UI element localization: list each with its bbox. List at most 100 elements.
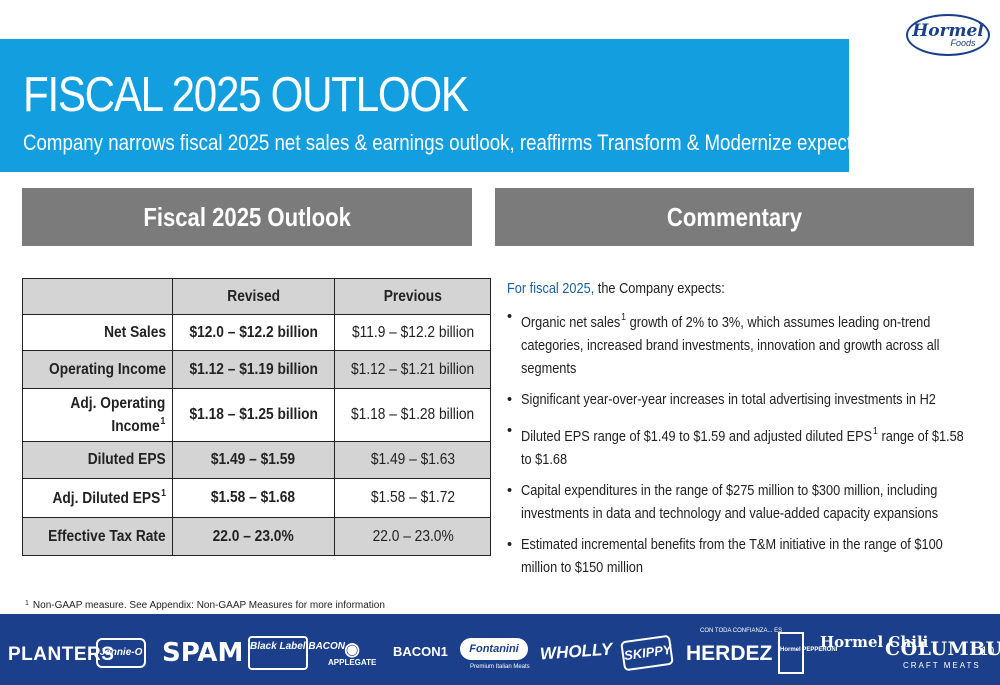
logo-wordmark: Hormel xyxy=(912,20,984,41)
footnote-number: 1 xyxy=(25,600,29,607)
table-header-row: Revised Previous xyxy=(22,278,492,315)
list-item: • Organic net sales1 growth of 2% to 3%, … xyxy=(507,306,977,381)
previous-value-text: $1.18 – $1.28 billion xyxy=(351,406,475,423)
planters-logo: PLANTERS xyxy=(8,644,115,665)
bullet-icon: • xyxy=(507,392,513,408)
wholly-logo: WHOLLY xyxy=(539,639,613,664)
row-label-line1: Adj. Operating xyxy=(70,394,166,412)
row-label-text: Adj. Diluted EPS1 xyxy=(52,488,165,508)
column-header-blank xyxy=(22,278,173,315)
row-label: Effective Tax Rate xyxy=(22,517,173,556)
previous-value: $1.18 – $1.28 billion xyxy=(334,388,492,442)
previous-value-text: $1.12 – $1.21 billion xyxy=(351,360,475,378)
revised-value-text: $1.58 – $1.68 xyxy=(211,489,296,506)
table-row: Operating Income $1.12 – $1.19 billion $… xyxy=(22,350,492,389)
previous-value: 22.0 – 23.0% xyxy=(334,517,492,556)
outlook-section-header: Fiscal 2025 Outlook xyxy=(22,188,472,246)
list-item: • Significant year-over-year increases in… xyxy=(507,389,977,412)
row-label-main: Adj. Diluted EPS xyxy=(52,490,161,507)
commentary-intro-rest: the Company expects: xyxy=(594,281,725,297)
bullet-icon: • xyxy=(507,537,513,553)
outlook-table: Revised Previous Net Sales $12.0 – $12.2… xyxy=(22,278,492,556)
revised-value-text: $1.18 – $1.25 billion xyxy=(189,406,318,423)
footnote-marker: 1 xyxy=(160,488,166,499)
commentary-intro: For fiscal 2025, the Company expects: xyxy=(507,281,977,297)
revised-value-text: $1.12 – $1.19 billion xyxy=(189,360,318,378)
revised-value: $1.12 – $1.19 billion xyxy=(171,350,336,389)
page-subtitle: Company narrows fiscal 2025 net sales & … xyxy=(23,130,902,155)
commentary-list: • Organic net sales1 growth of 2% to 3%, … xyxy=(507,306,977,580)
page-number: 10 xyxy=(981,644,995,658)
spam-logo: SPAM xyxy=(162,638,244,668)
bullet-text: Significant year-over-year increases in … xyxy=(521,392,936,408)
row-label-line2: Income xyxy=(111,417,161,435)
commentary-intro-accent: For fiscal 2025, xyxy=(507,281,595,297)
commentary-body: For fiscal 2025, the Company expects: • O… xyxy=(507,281,977,588)
row-label: Adj. Diluted EPS1 xyxy=(22,478,173,518)
table-row: Diluted EPS $1.49 – $1.59 $1.49 – $1.63 xyxy=(22,441,492,479)
hormel-pepperoni-logo: Hormel PEPPERONI xyxy=(778,632,837,674)
bullet-icon: • xyxy=(507,483,513,499)
revised-value-text: $12.0 – $12.2 billion xyxy=(189,323,318,341)
jennie-o-logo: Jennie-O xyxy=(96,638,146,668)
footnote-marker: 1 xyxy=(621,312,627,323)
column-header-previous-label: Previous xyxy=(383,287,442,305)
bullet-text: Capital expenditures in the range of $27… xyxy=(521,483,939,522)
row-label: Net Sales xyxy=(22,314,173,351)
brand-logo-bar: PLANTERS Jennie-O SPAM Black Label BACON… xyxy=(0,614,1000,685)
list-item: • Estimated incremental benefits from the… xyxy=(507,534,977,580)
logo-subtext: Foods xyxy=(950,37,976,48)
previous-value-text: 22.0 – 23.0% xyxy=(372,527,454,545)
list-item: • Diluted EPS range of $1.49 to $1.59 and… xyxy=(507,420,977,472)
bacon1-logo: BACON1 xyxy=(393,644,448,659)
column-header-revised-label: Revised xyxy=(226,287,280,305)
revised-value: $1.49 – $1.59 xyxy=(171,441,336,479)
row-label-text: Operating Income xyxy=(48,360,166,378)
previous-value: $11.9 – $12.2 billion xyxy=(334,314,492,351)
bullet-text: Estimated incremental benefits from the … xyxy=(521,537,943,576)
revised-value-text: 22.0 – 23.0% xyxy=(212,527,294,545)
applegate-logo: ◉ APPLEGATE xyxy=(328,640,376,667)
footnote: 1 Non-GAAP measure. See Appendix: Non-GAA… xyxy=(24,600,385,611)
row-label-text: Effective Tax Rate xyxy=(48,527,166,545)
black-label-bacon-logo: Black Label BACON xyxy=(248,636,345,670)
previous-value-text: $1.58 – $1.72 xyxy=(370,489,455,506)
herdez-logo: HERDEZ xyxy=(686,642,773,665)
fontanini-logo: Fontanini xyxy=(460,638,528,660)
table-row: Effective Tax Rate 22.0 – 23.0% 22.0 – 2… xyxy=(22,517,492,556)
fontanini-tagline: Premium Italian Meats xyxy=(470,664,530,670)
previous-value: $1.58 – $1.72 xyxy=(334,478,492,518)
previous-value: $1.12 – $1.21 billion xyxy=(334,350,492,389)
row-label-text: Adj. Operating Income1 xyxy=(71,395,166,436)
row-label-text: Diluted EPS xyxy=(87,451,166,468)
commentary-section-title: Commentary xyxy=(666,201,803,232)
apple-icon: ◉ xyxy=(344,639,361,659)
table-row: Adj. Diluted EPS1 $1.58 – $1.68 $1.58 – … xyxy=(22,478,492,518)
revised-value: 22.0 – 23.0% xyxy=(171,517,336,556)
bullet-text: Organic net sales xyxy=(521,315,621,331)
revised-value: $12.0 – $12.2 billion xyxy=(171,314,336,351)
page-title: FISCAL 2025 OUTLOOK xyxy=(23,68,469,122)
columbus-logo: COLUMBUS xyxy=(885,638,1000,660)
list-item: • Capital expenditures in the range of $2… xyxy=(507,480,977,526)
applegate-wordmark: APPLEGATE xyxy=(328,658,377,667)
commentary-section-header: Commentary xyxy=(495,188,974,246)
bullet-text-continued: growth of 2% to 3%, which assumes leadin… xyxy=(521,315,940,377)
column-header-previous: Previous xyxy=(334,278,492,315)
row-label: Operating Income xyxy=(22,350,173,389)
columbus-tagline: CRAFT MEATS xyxy=(903,661,981,670)
hormel-foods-logo: Hormel Foods xyxy=(906,14,990,56)
bullet-icon: • xyxy=(507,309,513,325)
table-row: Net Sales $12.0 – $12.2 billion $11.9 – … xyxy=(22,314,492,351)
bullet-text: Diluted EPS range of $1.49 to $1.59 and … xyxy=(521,429,873,445)
skippy-logo: SKIPPY xyxy=(620,634,674,672)
column-header-revised: Revised xyxy=(171,278,336,315)
hormel-chili-logo: Hormel Chili xyxy=(820,633,929,651)
footnote-marker: 1 xyxy=(873,426,878,437)
previous-value-text: $11.9 – $12.2 billion xyxy=(351,323,474,341)
previous-value-text: $1.49 – $1.63 xyxy=(370,451,455,468)
footnote-marker: 1 xyxy=(160,415,166,427)
row-label: Adj. Operating Income1 xyxy=(22,388,173,442)
footnote-text: Non-GAAP measure. See Appendix: Non-GAAP… xyxy=(32,600,385,611)
row-label: Diluted EPS xyxy=(22,441,173,479)
